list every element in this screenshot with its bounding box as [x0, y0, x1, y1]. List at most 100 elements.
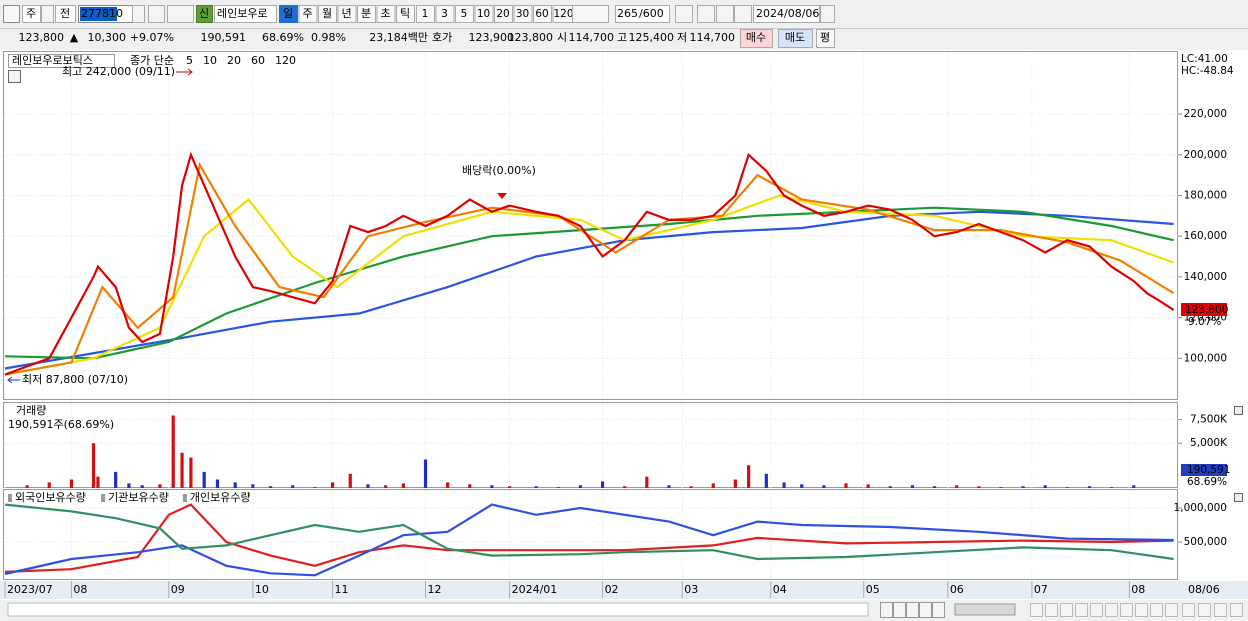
scroll-control[interactable] — [880, 602, 893, 618]
zoom-control[interactable] — [1198, 603, 1211, 617]
interval-button[interactable] — [513, 5, 533, 23]
interval-button[interactable] — [416, 5, 435, 23]
calendar-button[interactable] — [820, 5, 835, 23]
interval-button[interactable] — [435, 5, 455, 23]
period-label: 틱 — [400, 7, 410, 20]
holdings-panel — [3, 489, 1178, 580]
volume-bar — [114, 471, 118, 488]
zoom-control[interactable] — [1120, 603, 1133, 617]
period-label: 분 — [361, 7, 371, 20]
scroll-control[interactable] — [893, 602, 906, 618]
order-button[interactable] — [740, 29, 773, 48]
stock-name[interactable] — [214, 5, 277, 23]
order-button[interactable] — [816, 29, 835, 48]
series-line — [4, 503, 1174, 577]
volume-bar — [69, 479, 73, 488]
panel-close[interactable] — [1234, 493, 1243, 502]
quote-open-label: 시 — [557, 31, 567, 44]
content: 주 전 277810 신 레인보우로 일 주 월 년 분 초 틱 1 3 5 10 20 30 60 120 265/6… — [3, 5, 1243, 618]
zoom-control[interactable] — [1075, 603, 1088, 617]
interval-button[interactable] — [533, 5, 552, 23]
sound-button[interactable] — [167, 5, 194, 23]
scroll-track[interactable] — [7, 602, 869, 617]
volume-bar — [844, 483, 848, 488]
zoom-control[interactable] — [1090, 603, 1103, 617]
x-tick-label: 09 — [171, 583, 185, 596]
zoom-control[interactable] — [1030, 603, 1043, 617]
zoom-control[interactable] — [1150, 603, 1163, 617]
legend-item: 20 — [227, 54, 241, 67]
volume-last: 190,591 — [1187, 464, 1230, 476]
grid-icon[interactable] — [8, 70, 21, 83]
zoom-control[interactable] — [1135, 603, 1148, 617]
zoom-control[interactable] — [1214, 603, 1227, 617]
order-button-label: 평 — [820, 31, 830, 44]
tool-icon[interactable] — [734, 5, 752, 23]
button[interactable] — [132, 5, 145, 23]
x-tick-label: 2023/07 — [7, 583, 53, 596]
search-button[interactable] — [148, 5, 165, 23]
code-highlight — [80, 7, 117, 21]
legend-swatch — [8, 494, 12, 502]
x-tick-label: 03 — [684, 583, 698, 596]
period-button[interactable] — [376, 5, 396, 23]
interval-select[interactable] — [572, 5, 609, 23]
volume-bar — [689, 486, 693, 488]
volume-bar — [1110, 487, 1114, 488]
interval-label: 3 — [441, 8, 448, 20]
tool-icon[interactable] — [697, 5, 715, 23]
zoom-control[interactable] — [1060, 603, 1073, 617]
period-button[interactable] — [357, 5, 376, 23]
button[interactable] — [22, 5, 41, 23]
button[interactable] — [55, 5, 76, 23]
zoom-control[interactable] — [1105, 603, 1118, 617]
period-button[interactable] — [298, 5, 318, 23]
period-button[interactable] — [318, 5, 337, 23]
volume-bar — [556, 487, 560, 488]
volume-title: 거래량 — [16, 404, 46, 417]
period-button[interactable] — [396, 5, 415, 23]
interval-button[interactable] — [474, 5, 494, 23]
period-button[interactable] — [337, 5, 357, 23]
period-label: 주 — [302, 7, 312, 20]
quote-bid: 123,800 — [508, 31, 554, 44]
count-input[interactable] — [615, 5, 670, 23]
volume-bar — [401, 483, 405, 488]
scroll-control[interactable] — [906, 602, 919, 618]
zoom-control[interactable] — [1182, 603, 1195, 617]
interval-label: 60 — [535, 8, 548, 20]
date-input[interactable] — [753, 5, 820, 23]
quote-high-label: 고 — [617, 31, 627, 44]
button[interactable] — [41, 5, 54, 23]
volume-bar — [977, 486, 981, 488]
menu-icon[interactable] — [3, 5, 20, 23]
volume-bar — [291, 485, 295, 488]
zoom-control[interactable] — [1165, 603, 1178, 617]
period-button[interactable] — [279, 5, 298, 23]
quote-low-label: 저 — [677, 31, 687, 44]
volume-bar — [330, 482, 335, 488]
interval-button[interactable] — [494, 5, 513, 23]
interval-button[interactable] — [455, 5, 474, 23]
volume-bar — [233, 482, 237, 488]
volume-last-ratio: 68.69% — [1187, 476, 1227, 488]
y-tick-label: 200,000 — [1184, 149, 1227, 161]
date-axis-bg — [0, 581, 1248, 599]
scroll-control[interactable] — [919, 602, 932, 618]
panel-close[interactable] — [1234, 406, 1243, 415]
volume-bar — [623, 486, 627, 488]
legend-swatch — [182, 494, 187, 502]
order-button[interactable] — [778, 29, 813, 48]
zoom-control[interactable] — [1045, 603, 1058, 617]
volume-bar — [423, 459, 428, 488]
quote-volume: 190,591 — [201, 31, 247, 44]
badge[interactable] — [196, 5, 213, 23]
tool-icon[interactable] — [716, 5, 734, 23]
market-select: 주 — [26, 7, 36, 20]
scroll-control[interactable] — [932, 602, 945, 618]
zoom-control[interactable] — [1230, 603, 1243, 617]
tool-icon[interactable] — [675, 5, 693, 23]
quote-ask-label: 호가 — [432, 31, 452, 44]
scroll-thumb[interactable] — [954, 603, 1016, 616]
